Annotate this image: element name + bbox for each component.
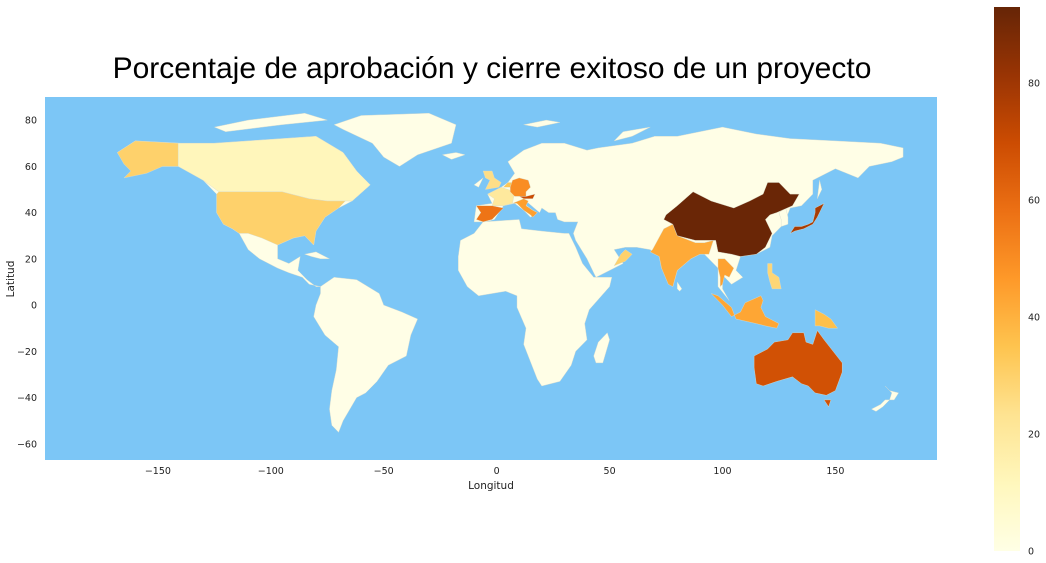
region-papua-new-guinea <box>814 309 838 329</box>
region-japan <box>789 202 825 234</box>
land-greenland <box>333 112 457 167</box>
land-new-zealand-south <box>871 399 891 412</box>
region-thailand <box>717 258 735 288</box>
colorbar-tick-label: 0 <box>1028 547 1034 558</box>
y-tick-label: 40 <box>25 208 37 219</box>
land-sri-lanka <box>677 281 683 292</box>
land-cuba <box>303 251 330 259</box>
region-austria <box>519 193 536 199</box>
chart-title: Porcentaje de aprobación y cierre exitos… <box>113 52 872 85</box>
region-united-states <box>216 191 346 246</box>
land-borneo-extra <box>473 177 484 188</box>
y-axis: −60 −40 −20 0 20 40 60 80 <box>17 116 37 451</box>
colorbar <box>994 7 1020 551</box>
colorbar-tick-label: 20 <box>1028 430 1040 441</box>
region-united-kingdom <box>482 170 502 190</box>
region-australia <box>753 330 843 396</box>
x-tick-label: −150 <box>145 466 171 477</box>
region-china <box>663 182 800 257</box>
y-tick-label: 20 <box>25 254 37 265</box>
y-tick-label: −60 <box>17 439 37 450</box>
x-axis-label: Longitud <box>468 480 514 492</box>
region-germany <box>510 177 531 197</box>
x-tick-label: 100 <box>713 466 731 477</box>
colorbar-tick-label: 40 <box>1028 313 1040 324</box>
region-philippines <box>767 263 782 290</box>
land-sakhalin <box>817 180 823 199</box>
land-new-zealand-north <box>884 385 899 401</box>
y-tick-label: 80 <box>25 116 37 127</box>
region-oman <box>613 249 633 267</box>
land-madagascar <box>593 332 610 364</box>
x-tick-label: 150 <box>826 466 844 477</box>
y-tick-label: 0 <box>31 301 37 312</box>
region-italy <box>512 198 538 218</box>
y-axis-label: Latitud <box>5 261 17 298</box>
y-tick-label: −20 <box>17 347 37 358</box>
colorbar-tick-label: 60 <box>1028 196 1040 207</box>
y-tick-label: −40 <box>17 393 37 404</box>
region-canada <box>177 136 371 202</box>
land-africa <box>458 219 613 387</box>
region-australia-tasmania <box>823 399 832 408</box>
x-tick-label: 50 <box>604 466 616 477</box>
land-svalbard <box>523 119 560 128</box>
x-tick-label: 0 <box>494 466 500 477</box>
x-tick-label: −100 <box>258 466 284 477</box>
colorbar-tick-label: 80 <box>1028 79 1040 90</box>
land-arctic-islands <box>213 112 328 132</box>
colorbar-axis: 0 20 40 60 80 <box>1028 79 1040 558</box>
land-south-america <box>313 277 418 433</box>
region-spain <box>475 205 504 223</box>
x-tick-label: −50 <box>374 466 394 477</box>
y-tick-label: 60 <box>25 162 37 173</box>
land-novaya-zemlya <box>613 126 651 142</box>
x-axis: −150 −100 −50 0 50 100 150 <box>145 466 845 477</box>
land-iceland <box>441 152 466 160</box>
region-indonesia <box>711 293 780 329</box>
region-alaska <box>117 140 179 179</box>
map-land <box>117 112 904 433</box>
region-france <box>487 186 515 206</box>
